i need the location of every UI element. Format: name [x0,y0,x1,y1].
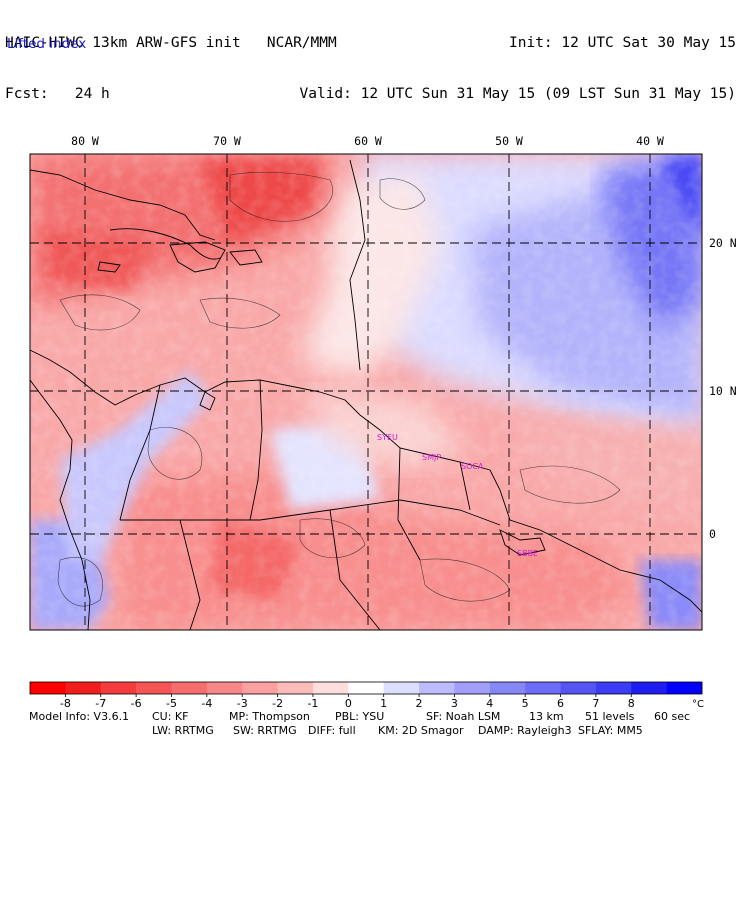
colorbar-tick-label: -5 [166,697,177,710]
footer-cu: CU: KF [152,710,189,723]
colorbar-swatch [631,682,667,694]
lon-label-50w: 50 W [495,134,523,148]
colorbar-tick-label: -6 [131,697,142,710]
lon-label-60w: 60 W [354,134,382,148]
lat-label-0: 0 [709,527,716,541]
colorbar-swatch [595,682,632,694]
colorbar-tick-label: -4 [201,697,212,710]
colorbar-tick-label: 6 [557,697,564,710]
station-sbbe: SBBE [517,549,538,558]
colorbar-swatch [348,682,384,694]
colorbar-swatch [171,682,208,694]
field-label: Lifted index [7,36,87,52]
header-forecast-hour: Fcst: 24 h [5,86,110,102]
colorbar-tick-label: 4 [486,697,493,710]
colorbar-swatch [383,682,420,694]
colorbar-tick-label: 1 [380,697,387,710]
colorbar-swatch [666,682,703,694]
footer-km: KM: 2D Smagor [378,724,464,737]
colorbar-swatch [277,682,314,694]
colorbar-tick-label: -1 [307,697,318,710]
lon-label-40w: 40 W [636,134,664,148]
map-frame [29,153,703,631]
colorbar-swatch [419,682,455,694]
footer-sw: SW: RRTMG [233,724,297,737]
footer-mp: MP: Thompson [229,710,310,723]
colorbar-tick-label: -3 [237,697,248,710]
map-canvas: 80 W 70 W 60 W 50 W 40 W 20 N 10 N 0 SYE… [29,134,737,710]
lat-label-20n: 20 N [709,236,737,250]
colorbar-tick-label: 8 [628,697,635,710]
colorbar-swatch [312,682,349,694]
colorbar-swatch [489,682,526,694]
station-soca: SOCA [461,462,484,471]
colorbar-tick-label: 5 [522,697,529,710]
colorbar-unit: °C [692,699,704,710]
header-right: Init: 12 UTC Sat 30 May 15 Valid: 12 UTC… [300,1,737,120]
footer-diff: DIFF: full [308,724,356,737]
header-left: HAIC-HIWC 13km ARW-GFS init NCAR/MMM Fcs… [5,1,337,120]
lat-lon-grid [30,154,702,630]
model-info-footer: Model Info: V3.6.1 CU: KF MP: Thompson P… [0,710,740,905]
colorbar-swatch [30,682,66,694]
colorbar-swatch [206,682,243,694]
colorbar-swatch [525,682,561,694]
colorbar-tick-label: -8 [60,697,71,710]
colorbar-frame [29,681,703,695]
footer-model: Model Info: V3.6.1 [29,710,130,723]
colorbar: -8 -7 -6 -5 -4 -3 -2 -1 0 1 2 3 4 5 6 7 8 °C [29,681,704,710]
header-valid-time: Valid: 12 UTC Sun 31 May 15 (09 LST Sun … [299,86,737,102]
footer-levels: 51 levels [585,710,635,723]
header-init-time: Init: 12 UTC Sat 30 May 15 [509,35,736,51]
colorbar-tick-label: -2 [272,697,283,710]
colorbar-swatch [100,682,137,694]
station-smjp: SMJP [422,453,441,462]
footer-timestep: 60 sec [654,710,691,723]
header-title: HAIC-HIWC 13km ARW-GFS init NCAR/MMM [5,35,337,51]
footer-lw: LW: RRTMG [152,724,214,737]
colorbar-tick-label: 7 [592,697,599,710]
colorbar-tick-label: -7 [95,697,106,710]
colorbar-swatch [136,682,172,694]
colorbar-tick-label: 2 [416,697,423,710]
footer-sf: SF: Noah LSM [426,710,501,723]
footer-damp: DAMP: Rayleigh3 [478,724,572,737]
colorbar-swatch [454,682,491,694]
colorbar-swatch [65,682,102,694]
station-syeu: SYEU [377,433,398,442]
coastlines [30,159,702,630]
footer-sflay: SFLAY: MM5 [578,724,643,737]
colorbar-swatch [560,682,597,694]
lon-label-80w: 80 W [71,134,99,148]
colorbar-swatch [242,682,278,694]
lon-label-70w: 70 W [213,134,241,148]
colorbar-tick-label: 0 [345,697,352,710]
colorbar-tick-label: 3 [451,697,458,710]
lifted-index-field [30,154,702,630]
footer-resolution: 13 km [529,710,564,723]
lat-label-10n: 10 N [709,384,737,398]
footer-pbl: PBL: YSU [335,710,385,723]
